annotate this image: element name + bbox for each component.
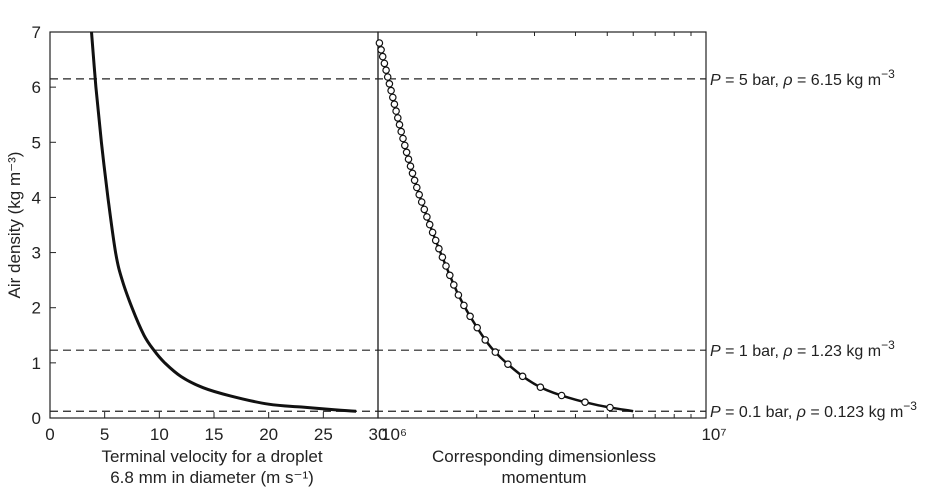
right-series-marker-37 xyxy=(473,323,482,332)
y-tick-label-6: 6 xyxy=(32,78,41,97)
right-series-line xyxy=(378,42,634,413)
right-series-marker-4 xyxy=(382,66,390,75)
right-series-marker-20 xyxy=(410,176,419,185)
right-series-marker-28 xyxy=(431,236,440,245)
right-series-marker-1 xyxy=(377,45,385,54)
right-series-marker-3 xyxy=(380,59,389,68)
right-series-marker-7 xyxy=(387,86,395,95)
right-series-marker-35 xyxy=(460,301,468,310)
y-tick-label-2: 2 xyxy=(32,299,41,318)
right-series-marker-44 xyxy=(581,398,589,407)
right-series-marker-18 xyxy=(406,162,415,171)
right-series-marker-9 xyxy=(390,100,399,109)
y-tick-label-0: 0 xyxy=(32,409,41,428)
right-series-marker-39 xyxy=(491,348,500,356)
right-series-marker-40 xyxy=(504,360,512,369)
right-series-marker-15 xyxy=(400,141,409,150)
x-axis-title-left-line-1: 6.8 mm in diameter (m s⁻¹) xyxy=(110,468,314,487)
y-tick-label-4: 4 xyxy=(32,188,41,207)
x-axis-title-right-line-0: Corresponding dimensionless xyxy=(432,447,656,466)
right-series-marker-26 xyxy=(425,220,434,229)
right-series-marker-34 xyxy=(454,291,463,299)
x-tick-label-left-15: 15 xyxy=(205,425,224,444)
right-plot-frame xyxy=(377,31,707,419)
x-tick-label-left-20: 20 xyxy=(259,425,278,444)
right-series-marker-0 xyxy=(375,39,384,47)
x-axis-title-left-line-0: Terminal velocity for a droplet xyxy=(101,447,322,466)
right-series-marker-10 xyxy=(392,107,400,115)
y-tick-label-1: 1 xyxy=(32,354,41,373)
right-series-marker-5 xyxy=(383,73,392,81)
x-tick-label-left-5: 5 xyxy=(100,425,109,444)
annotation-2: P = 0.1 bar, ρ = 0.123 kg m−3 xyxy=(710,399,917,421)
right-series-marker-13 xyxy=(397,127,406,136)
right-series-marker-43 xyxy=(557,391,566,400)
right-series-marker-45 xyxy=(606,403,614,412)
x-tick-label-left-10: 10 xyxy=(150,425,169,444)
x-tick-label-left-30: 30 xyxy=(369,425,388,444)
right-series-marker-21 xyxy=(412,183,421,192)
y-axis-title: Air density (kg m⁻³) xyxy=(5,152,24,299)
right-series-marker-22 xyxy=(415,190,424,199)
left-plot-frame xyxy=(49,31,379,419)
right-series-marker-38 xyxy=(481,336,490,344)
right-series-marker-33 xyxy=(449,281,458,289)
right-series-marker-36 xyxy=(466,312,474,321)
right-series-marker-8 xyxy=(388,93,397,102)
x-axis-title-right-line-1: momentum xyxy=(501,468,586,487)
left-series-line xyxy=(90,31,357,413)
right-series-marker-16 xyxy=(402,148,411,157)
right-series-marker-12 xyxy=(395,120,404,129)
right-series-marker-27 xyxy=(428,228,437,237)
annotation-1: P = 1 bar, ρ = 1.23 kg m−3 xyxy=(710,338,895,360)
x-tick-label-left-0: 0 xyxy=(45,425,54,444)
right-series-marker-14 xyxy=(399,134,407,143)
right-series-marker-11 xyxy=(393,114,402,122)
y-tick-label-3: 3 xyxy=(32,244,41,263)
right-series-marker-31 xyxy=(442,262,450,270)
right-series-marker-32 xyxy=(445,271,454,280)
right-series-marker-17 xyxy=(404,155,413,164)
right-series-marker-29 xyxy=(435,244,443,253)
right-series-marker-24 xyxy=(420,205,429,214)
right-series-marker-19 xyxy=(408,169,417,178)
x-tick-label-left-25: 25 xyxy=(314,425,333,444)
right-series-marker-23 xyxy=(417,198,426,206)
x-tick-label-right-1: 10⁷ xyxy=(701,425,726,444)
y-tick-label-7: 7 xyxy=(32,23,41,42)
annotation-0: P = 5 bar, ρ = 6.15 kg m−3 xyxy=(710,67,895,89)
right-series-marker-25 xyxy=(423,213,431,221)
right-series-marker-2 xyxy=(378,52,387,61)
right-series-marker-30 xyxy=(438,253,447,262)
right-series-marker-42 xyxy=(536,383,545,392)
right-series-marker-41 xyxy=(518,372,527,381)
x-tick-label-right-0: 10⁶ xyxy=(381,425,407,444)
right-series-marker-6 xyxy=(385,80,394,88)
y-tick-label-5: 5 xyxy=(32,133,41,152)
